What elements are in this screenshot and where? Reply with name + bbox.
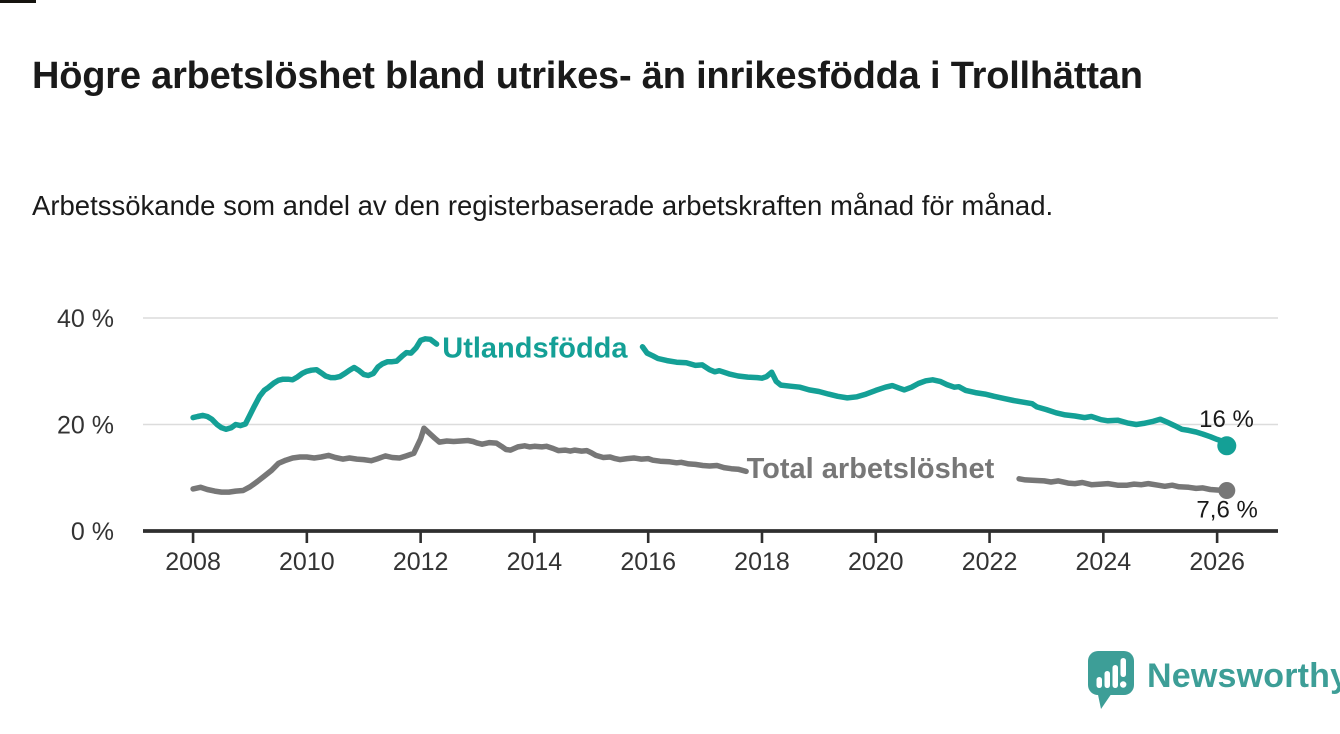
series-end-dot xyxy=(1217,436,1237,456)
x-axis-tick-label: 2012 xyxy=(393,548,449,576)
series-end-value-label: 7,6 % xyxy=(1196,497,1257,524)
series-line-utlandsf-dda xyxy=(190,336,440,433)
x-axis-tick-label: 2018 xyxy=(734,548,790,576)
series-end-dot xyxy=(1218,482,1236,500)
newsworthy-logo-text: Newsworthy xyxy=(1147,657,1340,695)
x-axis-tick-label: 2026 xyxy=(1189,548,1245,576)
series-end-value-label: 16 % xyxy=(1199,406,1254,433)
series-line-utlandsf-dda xyxy=(639,344,1230,449)
x-axis-tick-label: 2010 xyxy=(279,548,335,576)
x-axis-tick-label: 2016 xyxy=(620,548,676,576)
series-inline-label: Utlandsfödda xyxy=(442,332,628,364)
x-axis-tick-label: 2008 xyxy=(165,548,221,576)
series-line-total-arbetsl-shet xyxy=(190,425,749,495)
x-axis-tick-label: 2020 xyxy=(848,548,904,576)
newsworthy-logo: Newsworthy xyxy=(1087,650,1340,712)
y-axis-tick-label: 0 % xyxy=(71,518,114,546)
x-axis-tick-label: 2014 xyxy=(507,548,563,576)
screenshot-edge-artifact xyxy=(0,0,36,3)
x-axis-tick-label: 2022 xyxy=(962,548,1018,576)
chart-title: Högre arbetslöshet bland utrikes- än inr… xyxy=(32,55,1143,98)
y-axis-tick-label: 20 % xyxy=(57,412,114,440)
chart-subtitle: Arbetssökande som andel av den registerb… xyxy=(32,190,1054,221)
y-axis-tick-label: 40 % xyxy=(57,305,114,333)
x-axis-tick-label: 2024 xyxy=(1076,548,1132,576)
series-line-total-arbetsl-shet xyxy=(1016,476,1230,494)
speech-bubble-bar-chart-icon xyxy=(1088,651,1134,709)
series-inline-label: Total arbetslöshet xyxy=(747,453,995,485)
